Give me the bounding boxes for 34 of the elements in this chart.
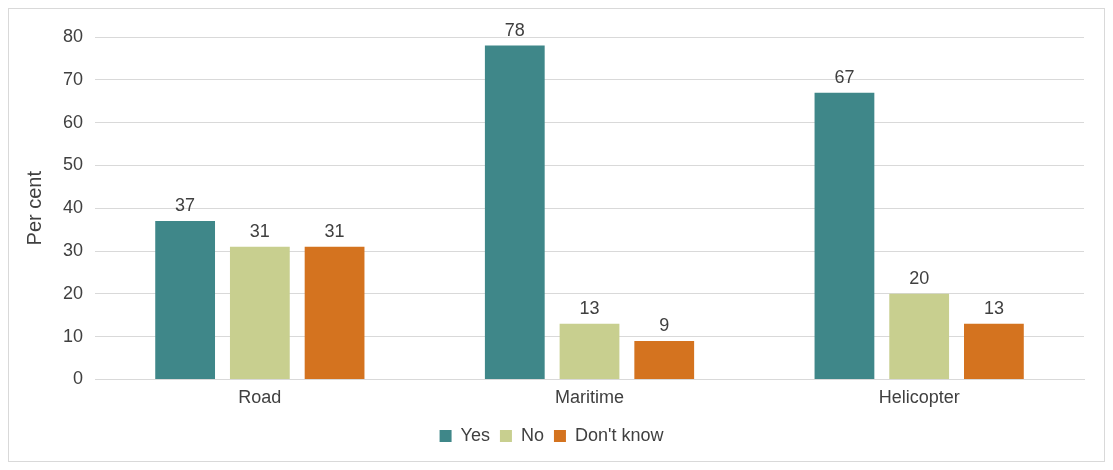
data-label: 9 xyxy=(659,314,670,335)
data-label: 13 xyxy=(579,297,600,318)
x-tick-label: Maritime xyxy=(555,387,625,408)
data-label: 13 xyxy=(983,297,1004,318)
y-tick-label: 10 xyxy=(62,325,84,346)
bar xyxy=(889,293,950,379)
bar xyxy=(964,323,1024,379)
y-tick-label: 30 xyxy=(62,239,84,260)
bar xyxy=(634,340,695,379)
bar xyxy=(559,323,620,379)
legend-label: Yes xyxy=(460,424,490,445)
data-label: 37 xyxy=(175,195,196,216)
y-tick-label: 60 xyxy=(62,111,84,132)
y-tick-label: 0 xyxy=(73,368,84,389)
legend-label: Don't know xyxy=(574,424,665,445)
bar xyxy=(304,246,365,379)
x-tick-label: Helicopter xyxy=(878,387,960,408)
data-label: 20 xyxy=(909,267,930,288)
bar xyxy=(484,45,545,379)
y-tick-label: 80 xyxy=(62,25,84,46)
y-tick-label: 20 xyxy=(62,282,84,303)
data-label: 31 xyxy=(249,220,270,241)
legend-label: No xyxy=(520,424,544,445)
bar xyxy=(814,92,875,379)
data-label: 78 xyxy=(504,19,525,40)
bar xyxy=(229,246,290,379)
y-tick-label: 70 xyxy=(62,68,84,89)
y-axis-title: Per cent xyxy=(22,170,45,246)
bar xyxy=(155,221,216,379)
data-label: 31 xyxy=(324,220,345,241)
y-tick-label: 40 xyxy=(62,197,84,218)
data-label: 67 xyxy=(834,66,855,87)
y-tick-label: 50 xyxy=(62,154,84,175)
x-tick-label: Road xyxy=(238,387,282,408)
